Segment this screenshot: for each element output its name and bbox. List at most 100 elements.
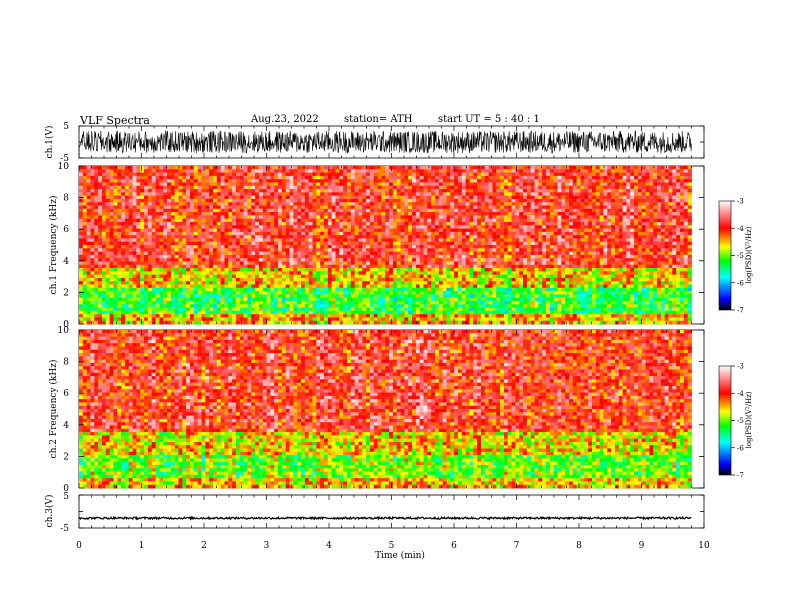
spectrogram-cell [450, 221, 455, 226]
spectrogram-cell [98, 317, 103, 322]
spectrogram-cell [197, 251, 202, 256]
spectrogram-cell [79, 287, 84, 292]
spectrogram-cell [109, 268, 114, 272]
spectrogram-cell [228, 251, 233, 256]
spectrogram-cell [419, 182, 424, 187]
spectrogram-cell [167, 300, 172, 305]
spectrogram-cell [346, 317, 352, 322]
spectrogram-cell [435, 235, 440, 239]
spectrogram-cell [205, 245, 210, 249]
spectrogram-cell [293, 294, 298, 299]
spectrogram-cell [182, 195, 187, 200]
spectrogram-cell [101, 258, 107, 262]
spectrogram-cell [358, 291, 363, 295]
spectrogram-cell [389, 205, 394, 210]
chart-title: VLF Spectra [80, 114, 150, 127]
spectrogram-cell [297, 284, 302, 289]
spectrogram-cell [155, 169, 160, 173]
spectrogram-cell [147, 314, 153, 318]
spectrogram-cell [446, 231, 451, 236]
spectrogram-cell [132, 179, 137, 183]
spectrogram-cell [274, 172, 279, 177]
spectrogram-cell [442, 297, 447, 302]
spectrogram-cell [155, 218, 160, 223]
spectrogram-cell [209, 307, 214, 312]
spectrogram-cell [228, 281, 233, 285]
spectrogram-cell [473, 294, 478, 299]
spectrogram-cell [79, 169, 84, 173]
spectrogram-cell [442, 277, 447, 282]
spectrogram-cell [366, 179, 371, 183]
spectrogram-cell [90, 225, 95, 229]
spectrogram-cell [255, 274, 260, 279]
spectrogram-cell [109, 271, 114, 276]
spectrogram-cell [98, 175, 103, 180]
spectrogram-cell [320, 182, 325, 187]
spectrogram-cell [197, 192, 202, 197]
spectrogram-cell [469, 271, 474, 276]
spectrogram-cell [121, 320, 126, 325]
spectrogram-cell [216, 261, 222, 266]
spectrogram-cell [297, 198, 302, 203]
spectrogram-cell [373, 320, 378, 325]
spectrogram-cell [228, 169, 233, 173]
spectrogram-cell [140, 297, 145, 302]
spectrogram-cell [469, 235, 474, 239]
spectrogram-cell [373, 294, 378, 299]
spectrogram-cell [212, 231, 218, 236]
spectrogram-cell [316, 202, 321, 206]
spectrogram-cell [435, 297, 440, 302]
spectrogram-cell [262, 195, 267, 200]
spectrogram-cell [90, 195, 95, 200]
spectrogram-cell [301, 254, 306, 259]
spectrogram-cell [423, 264, 428, 269]
spectrogram-cell [454, 245, 459, 249]
spectrogram-cell [415, 182, 421, 187]
spectrogram-cell [255, 254, 260, 259]
spectrogram-cell [94, 307, 99, 312]
spectrogram-cell [278, 320, 283, 325]
spectrogram-cell [101, 175, 107, 180]
spectrogram-cell [408, 192, 413, 197]
spectrogram-cell [469, 169, 474, 173]
spectrogram-cell [174, 297, 179, 302]
spectrogram-cell [182, 192, 187, 197]
spectrogram-cell [438, 198, 444, 203]
spectrogram-cell [247, 179, 252, 183]
spectrogram-cell [392, 215, 398, 220]
spectrogram-cell [381, 304, 386, 308]
spectrogram-cell [408, 185, 413, 190]
spectrogram-cell [339, 218, 344, 223]
spectrogram-cell [392, 198, 398, 203]
spectrogram-cell [255, 297, 260, 302]
spectrogram-cell [362, 172, 367, 177]
spectrogram-cell [316, 245, 321, 249]
spectrogram-cell [216, 281, 222, 285]
spectrogram-cell [419, 228, 424, 233]
spectrogram-cell [412, 189, 417, 193]
spectrogram-cell [262, 248, 267, 252]
spectrogram-cell [358, 166, 363, 170]
spectrogram-cell [354, 248, 359, 252]
spectrogram-cell [293, 307, 298, 312]
spectrogram-cell [446, 212, 451, 216]
spectrogram-cell [174, 195, 179, 200]
spectrogram-cell [140, 185, 145, 190]
spectrogram-cell [346, 304, 352, 308]
spectrogram-cell [454, 314, 459, 318]
spectrogram-cell [239, 264, 245, 269]
spectrogram-cell [220, 307, 225, 312]
spectrogram-cell [243, 297, 248, 302]
spectrogram-cell [385, 251, 390, 256]
spectrogram-cell [281, 264, 287, 269]
spectrogram-cell [258, 284, 264, 289]
spectrogram-cell [473, 245, 478, 249]
spectrogram-cell [216, 231, 222, 236]
spectrogram-cell [270, 258, 275, 262]
spectrogram-cell [98, 212, 103, 216]
spectrogram-cell [94, 218, 99, 223]
spectrogram-cell [228, 192, 233, 197]
spectrogram-cell [117, 212, 122, 216]
spectrogram-cell [258, 215, 264, 220]
spectrogram-cell [205, 172, 210, 177]
